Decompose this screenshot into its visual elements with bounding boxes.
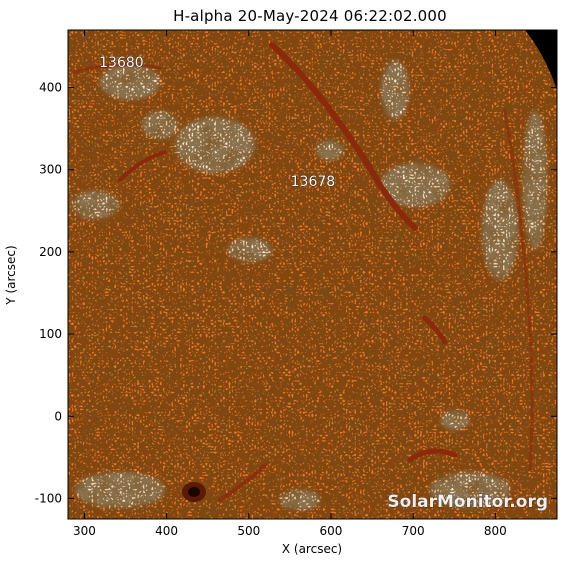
x-tick-label: 400: [155, 524, 178, 538]
solar-image: 13680 13678 SolarMonitor.org: [68, 30, 557, 519]
y-tick-label: 0: [54, 409, 62, 423]
filaments: [73, 42, 534, 502]
x-axis-ticks: 300 400 500 600 700 800: [73, 30, 507, 538]
filament-right: [422, 315, 448, 345]
x-tick-label: 500: [237, 524, 260, 538]
y-tick-label: 200: [39, 245, 62, 259]
y-tick-label: 100: [39, 327, 62, 341]
y-axis-ticks: -100 0 100 200 300 400: [35, 81, 557, 505]
x-tick-label: 700: [402, 524, 425, 538]
active-region-label: 13678: [291, 174, 336, 190]
y-tick-label: -100: [35, 491, 62, 505]
plot-frame: [67, 29, 558, 520]
speckle-texture: [68, 30, 557, 519]
filament-left: [118, 150, 167, 182]
y-tick-label: 300: [39, 163, 62, 177]
region-labels: 13680 13678: [99, 55, 336, 191]
x-tick-label: 300: [73, 524, 96, 538]
sunspot: [182, 482, 206, 502]
off-disk-space: [525, 30, 557, 90]
y-tick-label: 400: [39, 81, 62, 95]
watermark-text: SolarMonitor.org: [387, 492, 548, 512]
filament-bottom: [218, 463, 267, 502]
x-tick-label: 600: [320, 524, 343, 538]
filament-lower: [407, 448, 458, 463]
plot-title: H-alpha 20-May-2024 06:22:02.000: [173, 7, 447, 25]
x-axis-title: X (arcsec): [282, 542, 342, 556]
active-region-label: 13680: [99, 55, 144, 71]
filament-limb: [503, 108, 534, 472]
x-tick-label: 800: [484, 524, 507, 538]
long-filament: [269, 42, 418, 231]
filament-upper: [73, 63, 162, 74]
y-axis-title: Y (arcsec): [4, 245, 18, 305]
